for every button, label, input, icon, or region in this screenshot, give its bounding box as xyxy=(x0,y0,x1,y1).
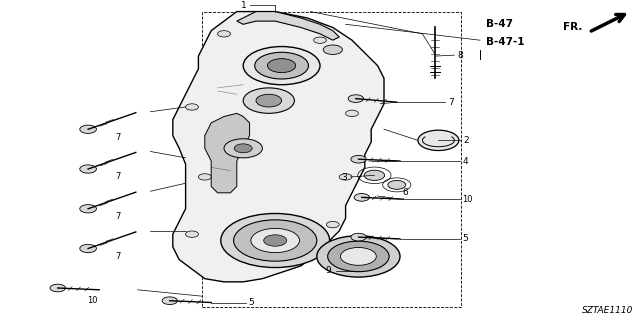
Circle shape xyxy=(80,125,97,133)
Polygon shape xyxy=(237,12,339,40)
Circle shape xyxy=(339,174,352,180)
Text: 7: 7 xyxy=(116,252,121,261)
Circle shape xyxy=(348,95,364,102)
Circle shape xyxy=(268,59,296,73)
Circle shape xyxy=(251,228,300,252)
Circle shape xyxy=(326,221,339,228)
Text: 6: 6 xyxy=(402,188,408,197)
Circle shape xyxy=(218,31,230,37)
Text: 7: 7 xyxy=(116,133,121,142)
Circle shape xyxy=(351,233,366,241)
Text: 5: 5 xyxy=(248,298,254,307)
Polygon shape xyxy=(173,12,384,282)
Circle shape xyxy=(346,110,358,116)
Circle shape xyxy=(186,104,198,110)
Circle shape xyxy=(256,94,282,107)
Text: 7: 7 xyxy=(448,98,454,107)
Text: 10: 10 xyxy=(88,296,98,305)
Circle shape xyxy=(264,235,287,246)
Circle shape xyxy=(317,236,400,277)
Circle shape xyxy=(255,52,308,79)
Text: 4: 4 xyxy=(462,156,468,165)
Circle shape xyxy=(354,194,369,201)
Circle shape xyxy=(162,297,177,305)
Circle shape xyxy=(243,46,320,85)
Circle shape xyxy=(340,247,376,265)
Text: 7: 7 xyxy=(116,212,121,221)
Circle shape xyxy=(234,220,317,261)
Circle shape xyxy=(221,213,330,268)
Text: SZTAE1110: SZTAE1110 xyxy=(582,306,634,315)
Circle shape xyxy=(80,165,97,173)
Circle shape xyxy=(50,284,65,292)
Circle shape xyxy=(186,231,198,237)
Text: 5: 5 xyxy=(462,235,468,244)
Circle shape xyxy=(234,144,252,153)
Circle shape xyxy=(351,156,366,163)
Circle shape xyxy=(224,139,262,158)
Text: 8: 8 xyxy=(457,51,463,60)
Text: B-47: B-47 xyxy=(486,19,513,29)
Circle shape xyxy=(314,37,326,44)
Circle shape xyxy=(80,244,97,252)
Text: FR.: FR. xyxy=(563,22,582,32)
Circle shape xyxy=(323,45,342,54)
Text: 3: 3 xyxy=(341,173,347,182)
Circle shape xyxy=(243,88,294,113)
Text: B-47-1: B-47-1 xyxy=(486,37,525,47)
Circle shape xyxy=(418,130,459,150)
Circle shape xyxy=(198,174,211,180)
Circle shape xyxy=(80,204,97,213)
Text: 2: 2 xyxy=(463,136,469,145)
Polygon shape xyxy=(205,113,250,193)
Circle shape xyxy=(364,170,385,180)
Circle shape xyxy=(388,180,406,189)
Text: 1: 1 xyxy=(241,1,246,10)
Circle shape xyxy=(328,241,389,272)
Text: 7: 7 xyxy=(116,172,121,181)
Text: 10: 10 xyxy=(462,195,472,204)
Text: 9: 9 xyxy=(326,266,332,275)
